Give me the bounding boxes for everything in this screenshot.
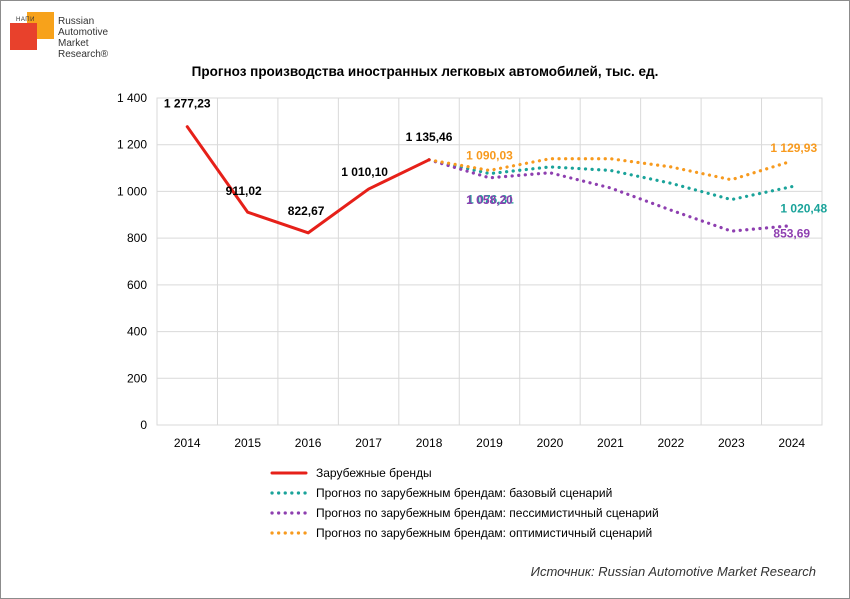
- y-tick-label: 1 200: [117, 138, 147, 152]
- x-tick-label: 2014: [174, 436, 201, 450]
- x-tick-label: 2015: [234, 436, 261, 450]
- x-tick-label: 2016: [295, 436, 322, 450]
- logo-line-3: Market: [58, 38, 89, 49]
- y-tick-label: 1 000: [117, 184, 147, 198]
- data-label: 822,67: [288, 204, 325, 218]
- legend-label: Прогноз по зарубежным брендам: оптимисти…: [316, 526, 653, 540]
- source-note: Источник: Russian Automotive Market Rese…: [530, 564, 816, 579]
- data-label: 1 090,03: [466, 148, 513, 162]
- series-line-2: [427, 158, 794, 233]
- y-tick-label: 400: [127, 325, 147, 339]
- data-label: 1 135,46: [406, 130, 453, 144]
- x-tick-label: 2023: [718, 436, 745, 450]
- legend-swatch: [270, 491, 308, 495]
- line-chart: 0 200 400 600 800 1 000 1 200 1 400 2014 2015 2016…: [117, 91, 827, 450]
- legend-item: Прогноз по зарубежным брендам: оптимисти…: [270, 523, 659, 543]
- legend-label: Зарубежные бренды: [316, 466, 432, 480]
- x-tick-label: 2021: [597, 436, 624, 450]
- x-tick-label: 2019: [476, 436, 503, 450]
- series-line-0: [185, 125, 431, 235]
- data-label: 1 129,93: [770, 141, 817, 155]
- x-tick-label: 2018: [416, 436, 443, 450]
- x-tick-label: 2020: [537, 436, 564, 450]
- series-line-1: [427, 158, 794, 202]
- chart-title: Прогноз производства иностранных легковы…: [191, 64, 659, 79]
- logo-line-4: Research®: [58, 49, 109, 60]
- logo-nami-text: НАПИ: [16, 17, 35, 23]
- data-label: 1 020,48: [780, 202, 827, 216]
- data-label: 1 076,31: [467, 193, 514, 207]
- y-tick-label: 800: [127, 231, 147, 245]
- chart-legend: Зарубежные бренды Прогноз по зарубежным б…: [270, 463, 659, 543]
- series-line-3: [427, 157, 794, 182]
- y-tick-label: 0: [140, 418, 147, 432]
- legend-swatch: [270, 471, 308, 475]
- y-tick-label: 600: [127, 278, 147, 292]
- logo-red-square: [10, 23, 37, 50]
- legend-swatch: [270, 511, 308, 515]
- y-tick-label: 200: [127, 371, 147, 385]
- legend-label: Прогноз по зарубежным брендам: базовый с…: [316, 486, 613, 500]
- x-tick-label: 2024: [778, 436, 805, 450]
- data-label: 1 277,23: [164, 97, 211, 111]
- legend-item: Прогноз по зарубежным брендам: пессимист…: [270, 503, 659, 523]
- legend-swatch: [270, 531, 308, 535]
- y-tick-label: 1 400: [117, 91, 147, 105]
- logo-line-1: Russian: [58, 16, 95, 27]
- legend-item: Зарубежные бренды: [270, 463, 659, 483]
- data-label: 911,02: [226, 184, 262, 198]
- plot-area: [156, 97, 823, 426]
- legend-label: Прогноз по зарубежным брендам: пессимист…: [316, 506, 659, 520]
- logo-brand-text: Russian Automotive Market Research®: [58, 16, 108, 60]
- rcr-logo: НАПИ Russian Automotive Market Research®: [8, 8, 118, 83]
- x-tick-label: 2017: [355, 436, 382, 450]
- data-label: 1 010,10: [341, 165, 388, 179]
- logo-line-2: Automotive: [58, 27, 109, 38]
- legend-item: Прогноз по зарубежным брендам: базовый с…: [270, 483, 659, 503]
- data-label: 1 058,20: [466, 193, 513, 207]
- data-label: 853,69: [773, 227, 810, 241]
- x-tick-label: 2022: [658, 436, 685, 450]
